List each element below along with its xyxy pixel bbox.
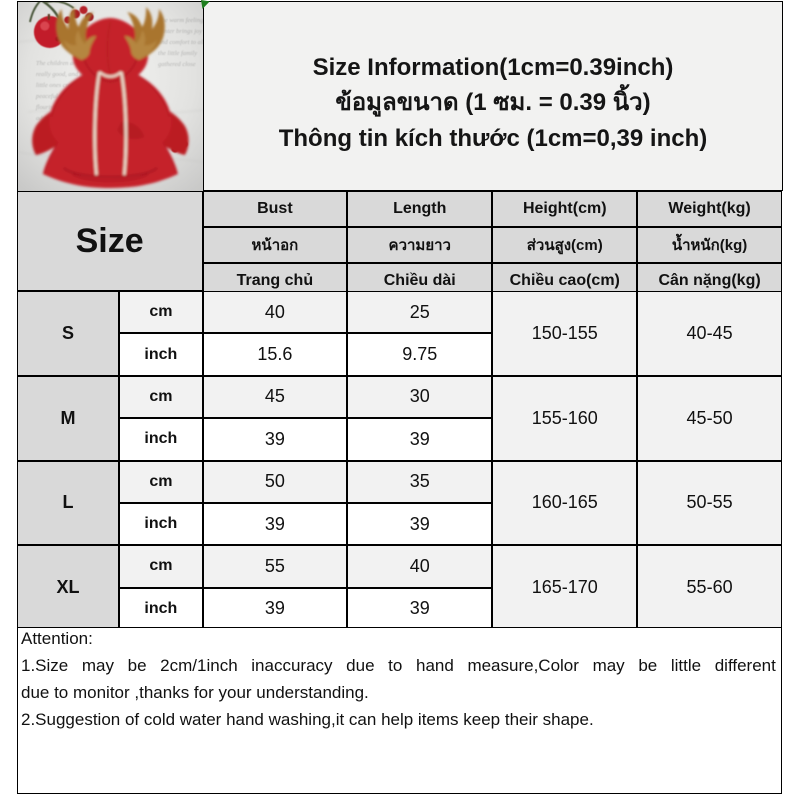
svg-text:The warm feeling of: The warm feeling of bbox=[158, 17, 204, 24]
svg-text:gathered close: gathered close bbox=[158, 61, 196, 68]
svg-text:The children are: The children are bbox=[36, 60, 79, 67]
svg-text:and comfort to all: and comfort to all bbox=[158, 39, 204, 46]
svg-text:the little family: the little family bbox=[158, 50, 197, 57]
